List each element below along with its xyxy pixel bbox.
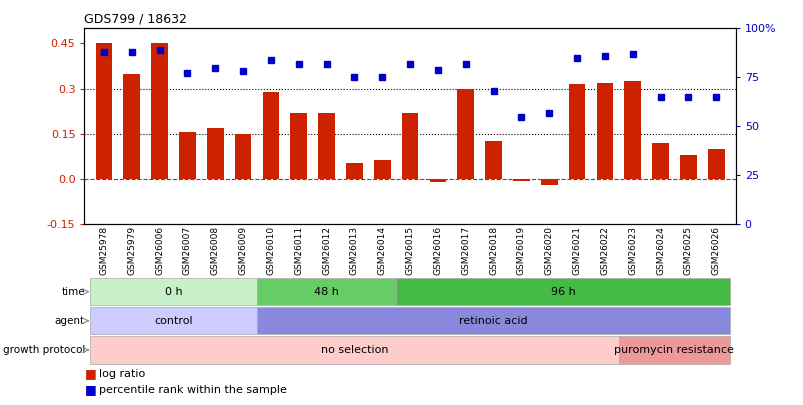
Bar <box>90 278 257 305</box>
Bar <box>651 143 668 179</box>
Bar <box>179 132 195 179</box>
Bar <box>402 113 418 179</box>
Bar <box>90 307 257 335</box>
Text: ■: ■ <box>84 367 96 379</box>
Text: puromycin resistance: puromycin resistance <box>613 345 733 355</box>
Text: log ratio: log ratio <box>99 369 145 379</box>
Bar <box>257 278 396 305</box>
Bar <box>90 336 618 364</box>
Bar <box>429 179 446 182</box>
Text: no selection: no selection <box>320 345 388 355</box>
Bar <box>290 113 307 179</box>
Bar <box>540 179 556 185</box>
Text: 96 h: 96 h <box>550 287 575 296</box>
Bar <box>624 81 640 179</box>
Text: ■: ■ <box>84 383 96 396</box>
Bar <box>568 84 585 179</box>
Bar <box>96 43 112 179</box>
Bar <box>345 162 362 179</box>
Bar <box>457 89 474 179</box>
Bar <box>206 128 223 179</box>
Bar <box>618 336 729 364</box>
Bar <box>396 278 729 305</box>
Text: 48 h: 48 h <box>314 287 339 296</box>
Text: growth protocol: growth protocol <box>2 345 85 355</box>
Bar <box>151 43 168 179</box>
Text: retinoic acid: retinoic acid <box>459 316 528 326</box>
Bar <box>596 83 613 179</box>
Bar <box>707 149 724 179</box>
Bar <box>318 113 335 179</box>
Bar <box>257 307 729 335</box>
Bar <box>123 74 140 179</box>
Text: percentile rank within the sample: percentile rank within the sample <box>99 385 287 395</box>
Text: GDS799 / 18632: GDS799 / 18632 <box>84 13 187 26</box>
Bar <box>234 134 251 179</box>
Text: control: control <box>154 316 193 326</box>
Text: agent: agent <box>55 316 85 326</box>
Bar <box>679 155 696 179</box>
Text: time: time <box>61 287 85 296</box>
Text: 0 h: 0 h <box>165 287 182 296</box>
Bar <box>484 141 501 179</box>
Bar <box>512 179 529 181</box>
Bar <box>373 160 390 179</box>
Bar <box>263 92 279 179</box>
